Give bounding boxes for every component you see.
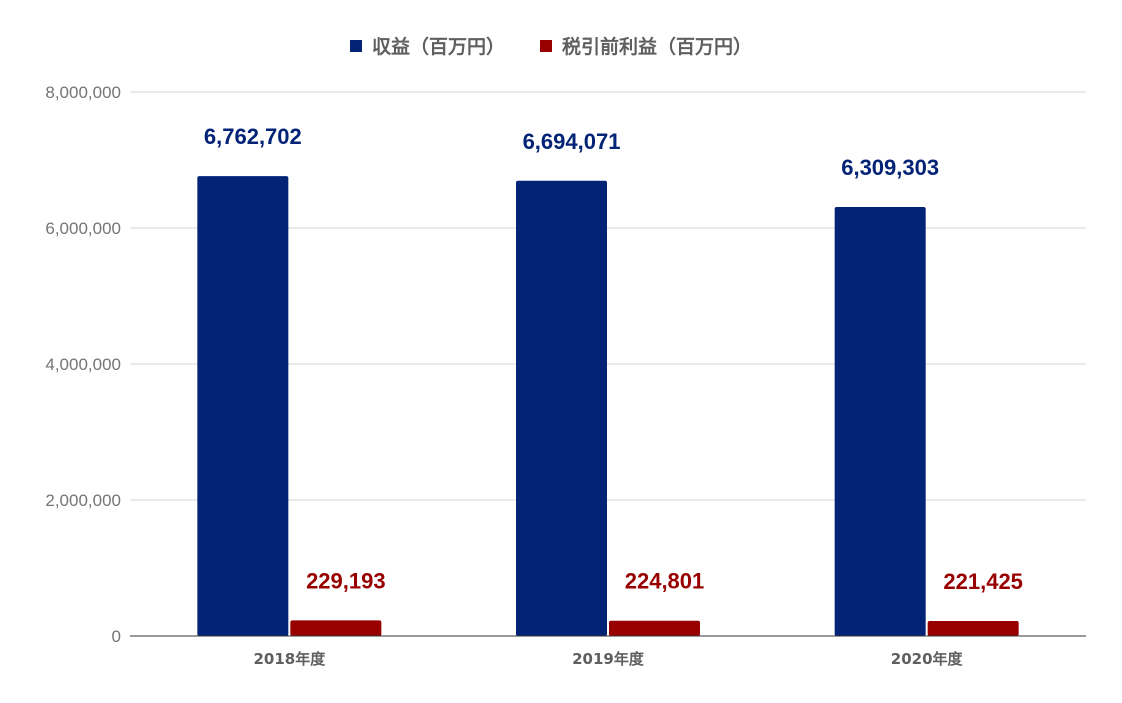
y-tick-label: 2,000,000: [45, 491, 121, 510]
bar-pretax-profit: [290, 620, 382, 636]
x-axis: 2018年度 2019年度 2020年度: [130, 635, 1086, 668]
x-tick-label: 2019年度: [572, 650, 645, 668]
y-tick-label: 0: [112, 627, 121, 646]
data-label-pretax-profit: 224,801: [625, 569, 705, 594]
bar-revenue: [834, 206, 926, 636]
bar-pretax-profit: [609, 620, 700, 636]
y-tick-label: 6,000,000: [45, 219, 121, 238]
data-labels: 6,762,702 229,193 6,694,071 224,801 6,309,30…: [204, 124, 1023, 594]
legend-swatch-revenue: [350, 40, 362, 52]
bar-revenue: [197, 176, 289, 636]
data-label-revenue: 6,694,071: [523, 129, 621, 154]
x-tick-label: 2018年度: [253, 650, 326, 668]
bar-revenue: [516, 180, 607, 637]
x-tick-label: 2020年度: [891, 650, 964, 668]
bars: [197, 176, 1019, 637]
data-label-pretax-profit: 221,425: [943, 569, 1023, 594]
gridlines: [130, 91, 1086, 501]
data-label-revenue: 6,762,702: [204, 124, 302, 149]
legend-swatch-pretax-profit: [540, 40, 552, 52]
data-label-pretax-profit: 229,193: [306, 568, 386, 593]
y-tick-label: 4,000,000: [45, 355, 121, 374]
y-axis: 0 2,000,000 4,000,000 6,000,000 8,000,000: [45, 83, 121, 646]
data-label-revenue: 6,309,303: [841, 155, 939, 180]
legend-label-pretax-profit: 税引前利益（百万円）: [562, 35, 752, 58]
y-tick-label: 8,000,000: [45, 83, 121, 102]
legend: 収益（百万円） 税引前利益（百万円）: [350, 35, 752, 58]
legend-label-revenue: 収益（百万円）: [372, 35, 505, 58]
bar-pretax-profit: [927, 620, 1019, 636]
